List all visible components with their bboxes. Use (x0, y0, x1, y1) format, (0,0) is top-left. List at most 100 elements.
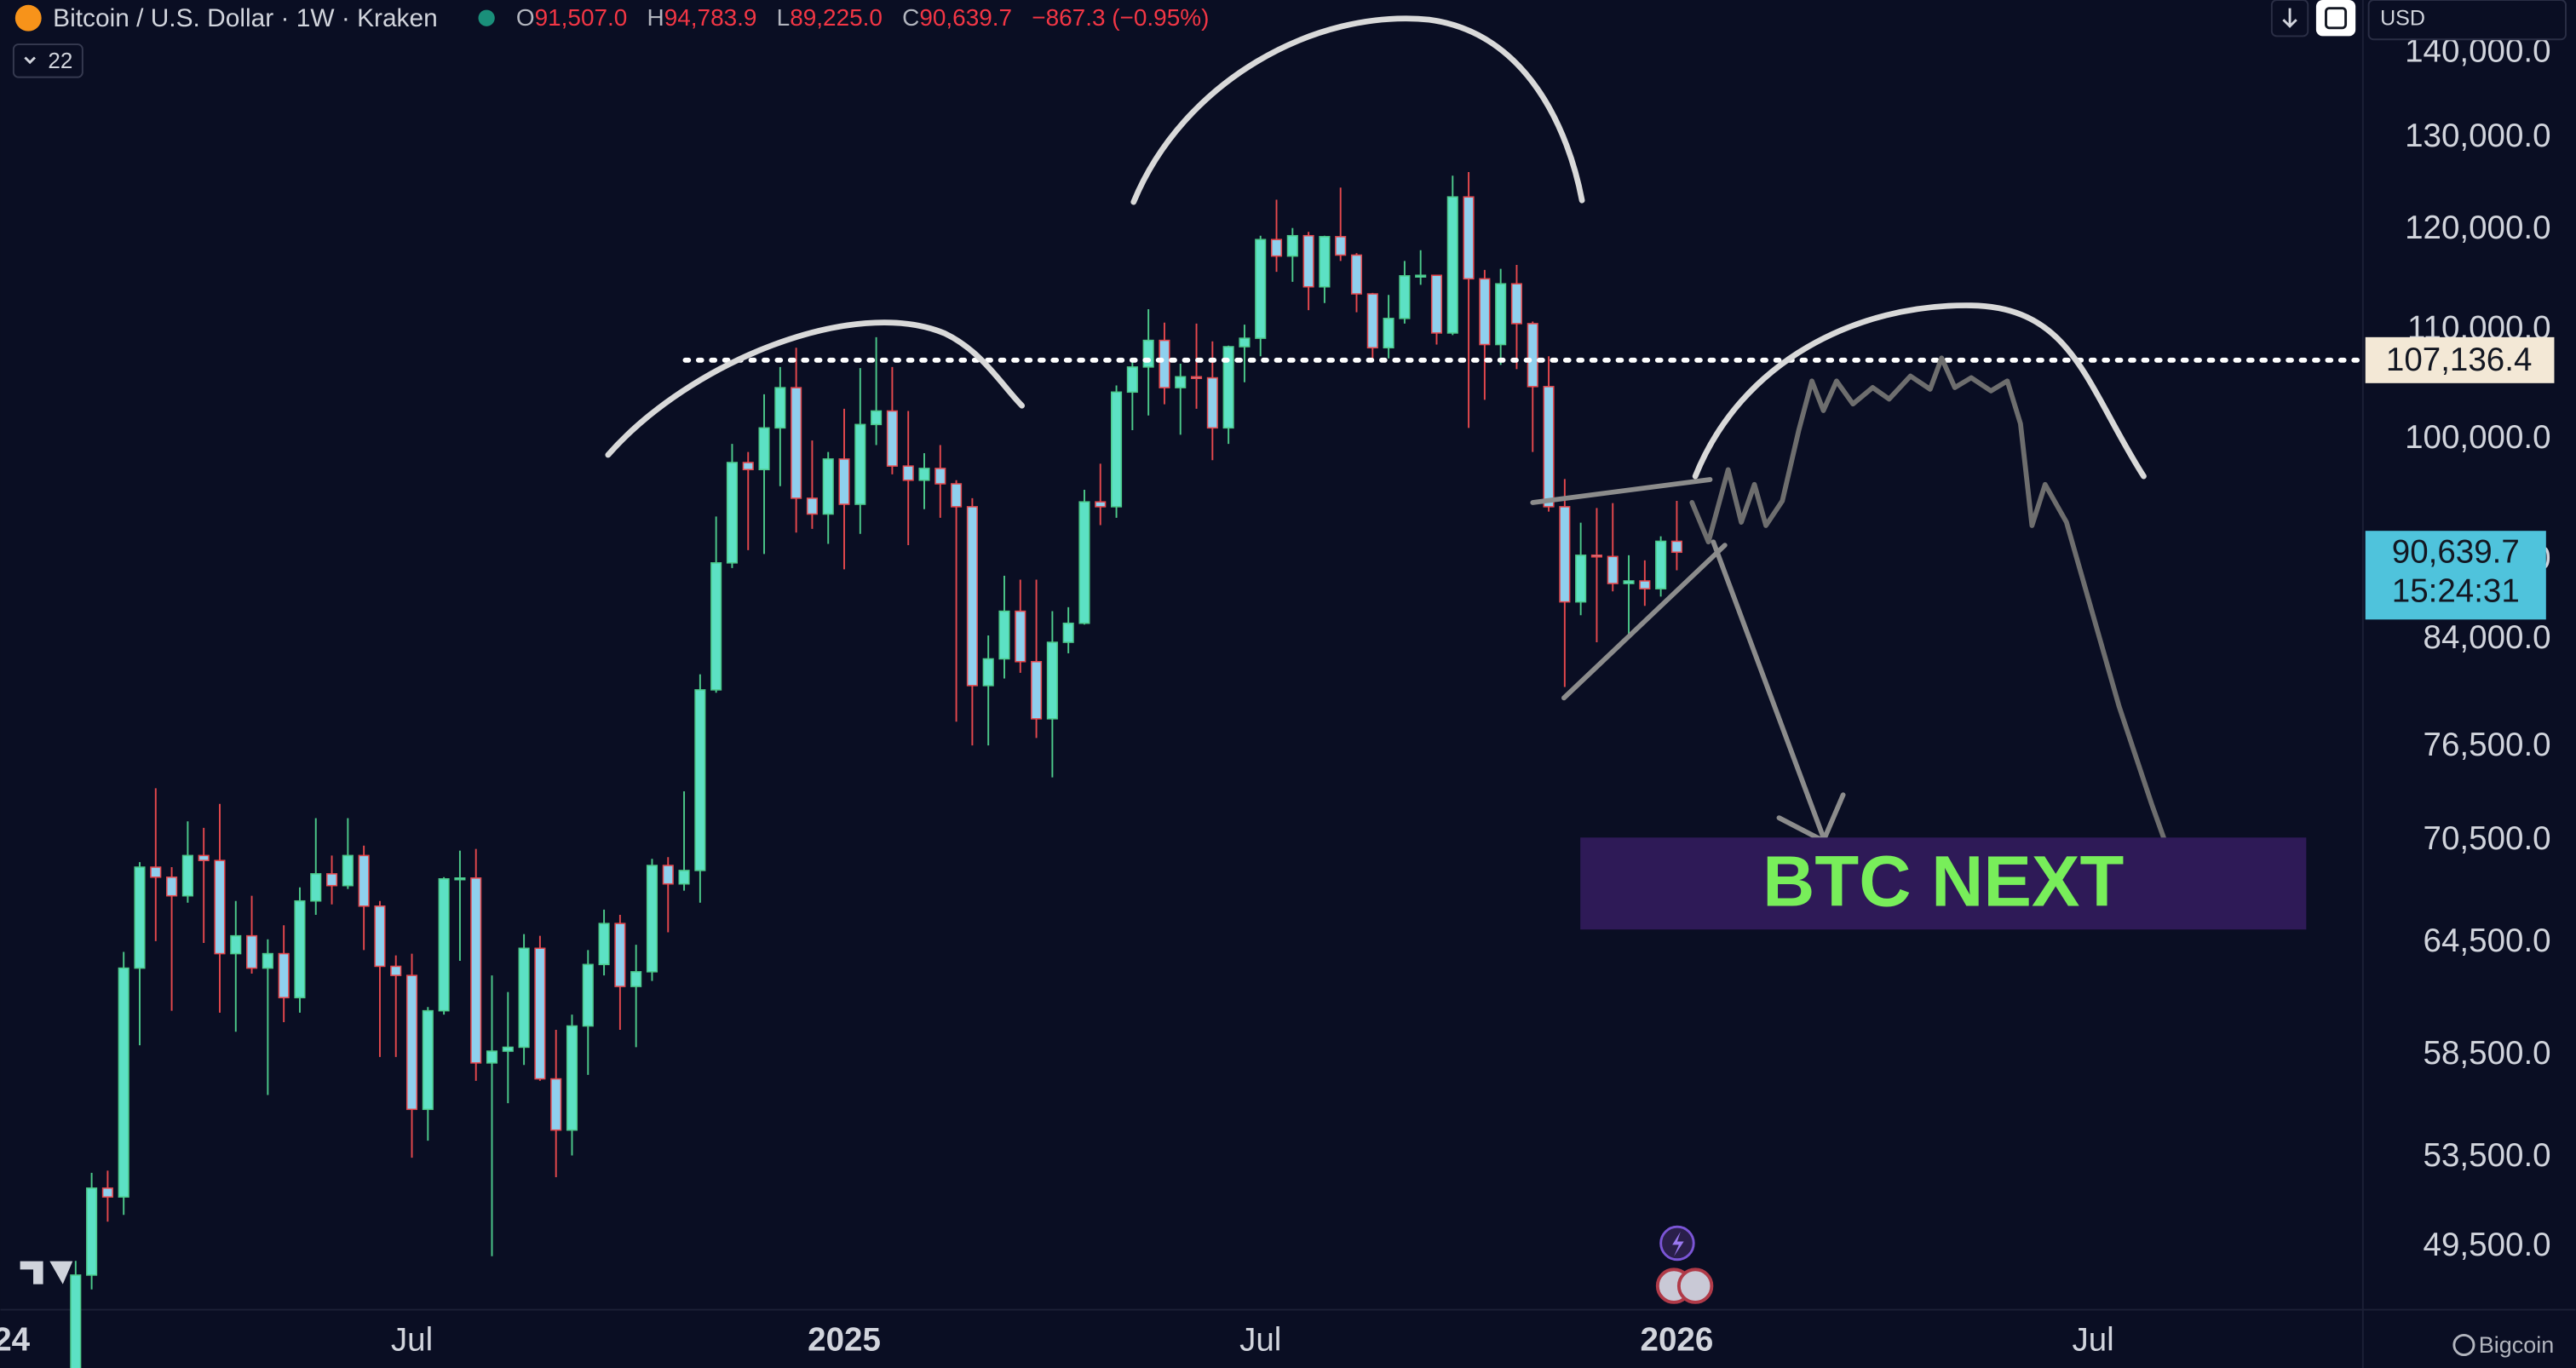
candle-body (1479, 278, 1491, 346)
candle-body (486, 1050, 498, 1064)
candle-body (1670, 540, 1682, 554)
candle-body (1270, 239, 1283, 257)
coin-icon (14, 4, 42, 32)
candle-body (534, 947, 546, 1080)
candle-body (1575, 555, 1587, 603)
trend-line (1561, 543, 1728, 701)
ohlc-value: 90,639.7 (919, 5, 1012, 32)
candle-body (470, 877, 482, 1064)
candle-body (822, 458, 834, 515)
candle-body (1655, 540, 1667, 589)
candle-body (1463, 196, 1475, 280)
ohlc-key: O (516, 5, 535, 32)
candle-body (1590, 555, 1602, 558)
y-tick-label: 64,500.0 (2424, 923, 2551, 959)
candle-body (854, 423, 866, 505)
candle-body (342, 854, 354, 887)
candle-body (966, 506, 978, 687)
x-tick-label: 24 (0, 1321, 31, 1358)
y-tick-label: 120,000.0 (2405, 210, 2551, 246)
candle-body (694, 689, 706, 871)
y-tick-label: 53,500.0 (2424, 1137, 2551, 1174)
candle-body (1510, 283, 1523, 325)
layout-button[interactable] (2315, 0, 2356, 37)
y-tick-label: 49,500.0 (2424, 1227, 2551, 1263)
indicator-count: 22 (48, 48, 72, 73)
candles (70, 172, 1682, 1368)
price-labels: 107,136.4 90,639.715:24:31 (2365, 336, 2555, 620)
candle-body (1639, 580, 1651, 589)
candle-body (998, 610, 1010, 660)
candle-body (246, 934, 258, 969)
candle-body (1350, 254, 1363, 295)
candle-body (1046, 641, 1058, 720)
y-tick-label: 130,000.0 (2405, 118, 2551, 154)
x-tick-label: 2026 (1641, 1321, 1714, 1358)
candle-body (1078, 501, 1090, 624)
lightning (1672, 1231, 1684, 1256)
candle-body (134, 866, 146, 969)
currency-select[interactable] (2367, 0, 2567, 41)
countdown: 15:24:31 (2392, 573, 2520, 610)
drawings (605, 15, 2179, 877)
candle-body (1126, 366, 1138, 394)
candle-body (1111, 391, 1123, 508)
candle-body (630, 971, 642, 987)
status-dot (478, 9, 495, 26)
candle-body (662, 865, 674, 885)
x-tick-label: Jul (391, 1321, 433, 1358)
chevron (24, 56, 36, 65)
candle-body (614, 923, 626, 987)
candle-body (1495, 283, 1507, 346)
candle-body (262, 952, 273, 969)
candle-body (1190, 376, 1203, 379)
indicator-toggle[interactable] (12, 43, 83, 78)
candle-body (405, 974, 418, 1111)
candle-body (438, 877, 450, 1012)
y-tick-label: 100,000.0 (2405, 419, 2551, 456)
y-tick-label: 58,500.0 (2424, 1035, 2551, 1072)
candle-body (1239, 337, 1251, 348)
ohlc-value: 94,783.9 (664, 5, 757, 32)
y-tick-label: 84,000.0 (2424, 619, 2551, 656)
y-tick-label: 76,500.0 (2424, 727, 2551, 763)
x-tick-label: Jul (2072, 1321, 2113, 1358)
ohlc-key: L (777, 5, 791, 32)
candle-body (1430, 274, 1443, 334)
candle-body (774, 387, 786, 429)
candle-body (278, 952, 290, 998)
ohlc-value: 91,507.0 (535, 5, 628, 32)
candle-body (582, 963, 594, 1027)
candle-body (325, 873, 338, 887)
arc (605, 319, 1026, 458)
candle-body (374, 905, 386, 968)
candle-body (1415, 274, 1427, 278)
candle-body (886, 410, 898, 467)
y-tick-label: 70,500.0 (2424, 820, 2551, 857)
candle-body (806, 497, 818, 515)
candle-body (1399, 275, 1411, 319)
candle-body (742, 462, 754, 471)
candle-body (1559, 506, 1571, 603)
flag-icon (1676, 1267, 1714, 1304)
arc (1130, 15, 1585, 205)
candle-body (1302, 234, 1314, 288)
ohlc-value: 89,225.0 (790, 5, 883, 32)
candle-body (678, 870, 690, 885)
candle-body (294, 900, 306, 998)
candle-body (1159, 339, 1170, 388)
candle-body (902, 465, 914, 481)
candle-body (70, 1274, 82, 1368)
candle-body (566, 1025, 578, 1131)
candle-body (758, 427, 770, 471)
candle-body (358, 854, 370, 907)
candle-body (86, 1187, 98, 1276)
candle-body (871, 410, 883, 426)
candle-body (150, 866, 162, 878)
candle-body (1366, 293, 1378, 349)
candle-body (310, 873, 322, 902)
candle-body (1062, 622, 1074, 643)
candle-body (1206, 376, 1218, 429)
candle-body (181, 854, 193, 897)
